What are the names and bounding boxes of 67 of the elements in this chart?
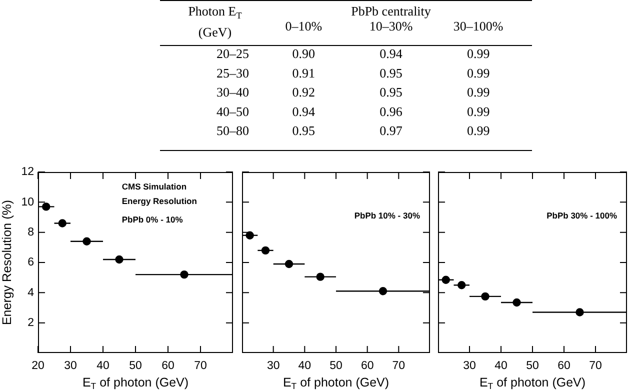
x-tick-label: 30 <box>463 360 476 372</box>
x-axis-title: PbPb centrality <box>351 3 432 18</box>
annotation: PbPb 30% - 100% <box>546 210 618 220</box>
x-tick-label: 60 <box>360 360 374 372</box>
data-label: 0.90 <box>292 46 316 62</box>
x-tick-label: 50 <box>330 360 342 372</box>
x-tick-label: 40 <box>298 360 312 372</box>
x-tick-label: 70 <box>194 360 207 372</box>
y-tick-label: 25–30 <box>216 65 249 80</box>
annotation: CMS Simulation <box>122 181 187 192</box>
data-label: 0.99 <box>466 104 490 119</box>
y-tick-label: 40–50 <box>216 104 249 119</box>
point <box>316 272 324 281</box>
x-tick-label: 30 <box>64 360 77 372</box>
point <box>180 270 188 279</box>
x-tick-label: 60 <box>558 360 570 372</box>
data-label: 0.96 <box>380 104 403 119</box>
y-tick-label: 10 <box>21 196 34 208</box>
point <box>512 298 521 307</box>
y-tick-label: 6 <box>28 256 34 269</box>
x-tick-label: 40 <box>96 360 110 372</box>
data-label: 0.91 <box>292 65 316 80</box>
data-label: 0.99 <box>466 123 490 138</box>
x-tick-label: 50 <box>129 360 142 372</box>
x-tick-label: 70 <box>392 360 406 372</box>
y-axis-title: Energy Resolution (%) <box>0 200 14 326</box>
x-tick-label: 40 <box>494 360 508 372</box>
y-tick-label: 20–25 <box>216 46 249 62</box>
data-label: 0.99 <box>466 84 490 100</box>
point <box>481 292 490 301</box>
y-tick-label: 8 <box>28 226 34 239</box>
data-label: 0.99 <box>466 65 490 80</box>
x-tick-label: 60 <box>162 360 174 372</box>
y-tick-label: 2 <box>28 317 34 330</box>
data-label: 0.97 <box>380 123 403 138</box>
x-tick-label: 0–10% <box>285 18 322 34</box>
x-tick-label: 30 <box>266 360 280 372</box>
point <box>442 276 450 284</box>
y-tick-label: 4 <box>28 286 35 299</box>
x-tick-label: 10–30% <box>369 18 413 34</box>
x-tick-label: 30–100% <box>453 18 504 34</box>
annotation: Energy Resolution <box>122 196 197 206</box>
y-tick-label: 50–80 <box>216 123 249 138</box>
x-tick-label: 70 <box>589 360 602 372</box>
point <box>378 287 388 296</box>
point <box>458 281 466 290</box>
data-label: 0.99 <box>466 46 490 62</box>
data-label: 0.95 <box>292 123 316 138</box>
point <box>261 246 270 255</box>
x-tick-label: 20 <box>32 360 44 372</box>
point <box>58 219 66 228</box>
x-tick-label: 50 <box>526 360 539 372</box>
data-label: 0.95 <box>380 65 402 80</box>
point <box>284 260 294 268</box>
point <box>42 202 50 211</box>
data-label: 0.95 <box>380 84 402 100</box>
data-label: 0.92 <box>292 84 316 100</box>
annotation: PbPb 10% - 30% <box>354 210 420 220</box>
annotation: PbPb 0% - 10% <box>122 214 184 224</box>
data-label: 0.94 <box>380 46 403 62</box>
point <box>115 255 124 264</box>
y-tick-label: 12 <box>21 166 34 178</box>
point <box>576 308 584 316</box>
point <box>246 231 254 240</box>
y-tick-label: 30–40 <box>216 84 249 100</box>
point <box>82 237 91 246</box>
data-label: 0.94 <box>292 104 316 119</box>
